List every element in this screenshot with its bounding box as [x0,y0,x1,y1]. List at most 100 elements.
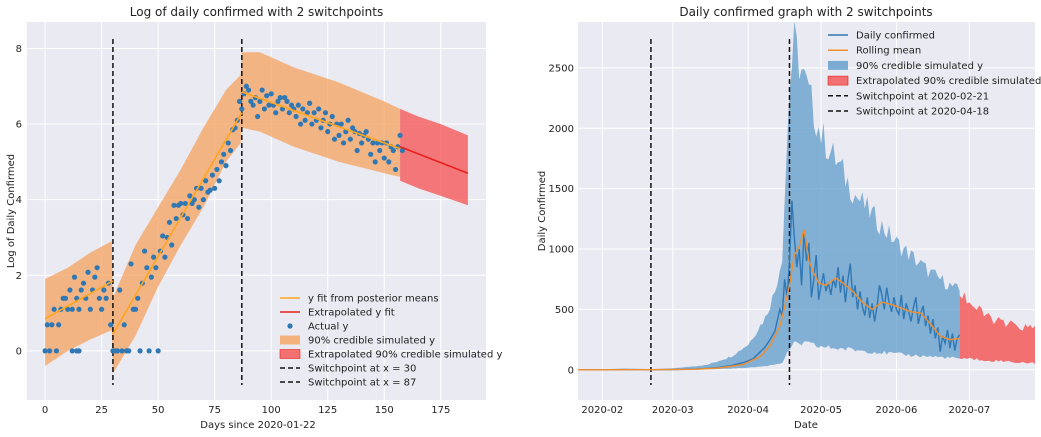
left-actual-point [302,117,308,123]
left-actual-point [151,254,157,260]
left-actual-point [338,121,344,127]
left-actual-point [236,98,243,104]
left-actual-point [261,106,268,112]
right-credible-band [578,21,1035,370]
left-x-tick-label: 175 [431,405,450,416]
left-y-tick-label: 4 [16,195,22,206]
left-actual-point [187,193,193,199]
left-actual-point [212,185,218,191]
left-actual-point [354,147,360,154]
left-actual-point [128,261,134,267]
right-credible-band-area [578,21,960,370]
left-actual-point [184,215,191,222]
left-actual-point [386,159,392,165]
right-series-lines [577,200,961,371]
left-actual-point [259,87,265,93]
left-actual-point [62,295,69,301]
left-y-tick-label: 2 [16,271,22,282]
left-actual-point [304,110,310,116]
left-actual-point [322,110,329,116]
left-switchpoints [112,39,243,385]
left-actual-point [76,348,82,354]
left-actual-point [44,322,50,328]
left-actual-point [92,274,98,280]
right-legend: Daily confirmed Rolling mean 90% credible … [827,31,1041,118]
left-actual-point [372,159,378,165]
left-actual-point [368,151,374,157]
left-actual-point [282,95,288,101]
left-actual-point [329,113,335,120]
right-y-tick-label: 1500 [549,184,574,195]
left-actual-point [171,202,177,208]
left-actual-point [166,219,173,225]
left-actual-point [209,172,216,178]
left-actual-point [108,322,114,328]
left-actual-point [214,166,220,173]
right-y-tick-label: 2500 [549,63,574,74]
right-x-tick-label: 2020-03 [652,405,694,416]
left-actual-point [381,155,387,161]
left-legend-swatch [280,335,300,345]
left-actual-point [309,121,315,127]
left-y-tick-labels: 0 2 4 6 8 [16,44,22,357]
left-actual-point [223,163,229,169]
left-fit-line-2 [112,112,243,335]
left-x-tick-label: 50 [152,405,165,416]
left-actual-point [293,113,299,120]
left-actual-point [297,121,304,127]
left-actual-point [318,125,324,131]
left-actual-point [307,100,313,106]
right-legend-label: Switchpoint at 2020-04-18 [856,107,989,118]
left-actual-point [331,136,338,142]
left-actual-point [49,322,55,328]
left-x-tick-labels: 0 25 50 75 100 125 150 175 [42,405,450,416]
left-actual-point [99,306,105,312]
left-x-tick-label: 25 [95,405,108,416]
left-legend: y fit from posterior means Extrapolated y… [279,294,502,389]
left-legend-swatch [279,349,301,359]
left-actual-point [277,95,283,101]
left-actual-point [42,348,48,354]
left-actual-point [119,348,125,354]
left-actual-point [144,265,150,271]
right-y-tick-label: 2000 [549,124,574,135]
left-chart-title: Log of daily confirmed with 2 switchpoin… [130,5,383,19]
right-x-tick-labels: 2020-02 2020-03 2020-04 2020-05 2020-06 2020-… [581,405,990,416]
left-actual-point [392,166,399,173]
left-actual-point [146,348,152,354]
right-x-tick-label: 2020-07 [948,405,990,416]
left-actual-point [399,147,405,154]
left-actual-point [207,187,213,193]
left-actual-point [173,215,179,222]
left-actual-point [76,306,82,312]
left-actual-point [78,287,84,293]
left-actual-point [137,348,143,354]
left-actual-point [53,348,59,354]
right-chart-title: Daily confirmed graph with 2 switchpoint… [679,5,932,19]
left-actual-point [288,102,295,108]
left-actual-point [390,147,396,154]
left-credible-band [45,52,468,374]
left-actual-point [80,280,87,286]
left-actual-point [196,204,202,210]
left-actual-point [325,129,331,135]
right-legend-swatch [827,75,849,86]
left-actual-point [225,140,231,146]
left-fit-lines [44,91,469,335]
left-actual-point [69,306,75,312]
left-actual-point [257,98,263,104]
left-actual-point [203,178,209,184]
left-actual-point [264,93,270,99]
left-legend-label: 90% credible simulated y [308,336,435,347]
left-legend-label: Switchpoint at x = 87 [308,378,416,389]
left-actual-point [87,306,93,312]
left-actual-point [239,106,245,112]
left-actual-point [284,98,290,104]
left-actual-point [275,98,281,104]
left-actual-point [162,254,168,260]
left-actual-point [132,306,139,312]
left-actual-point [273,110,279,116]
left-actual-point [160,233,166,239]
left-x-axis-label: Days since 2020-01-22 [200,420,315,431]
